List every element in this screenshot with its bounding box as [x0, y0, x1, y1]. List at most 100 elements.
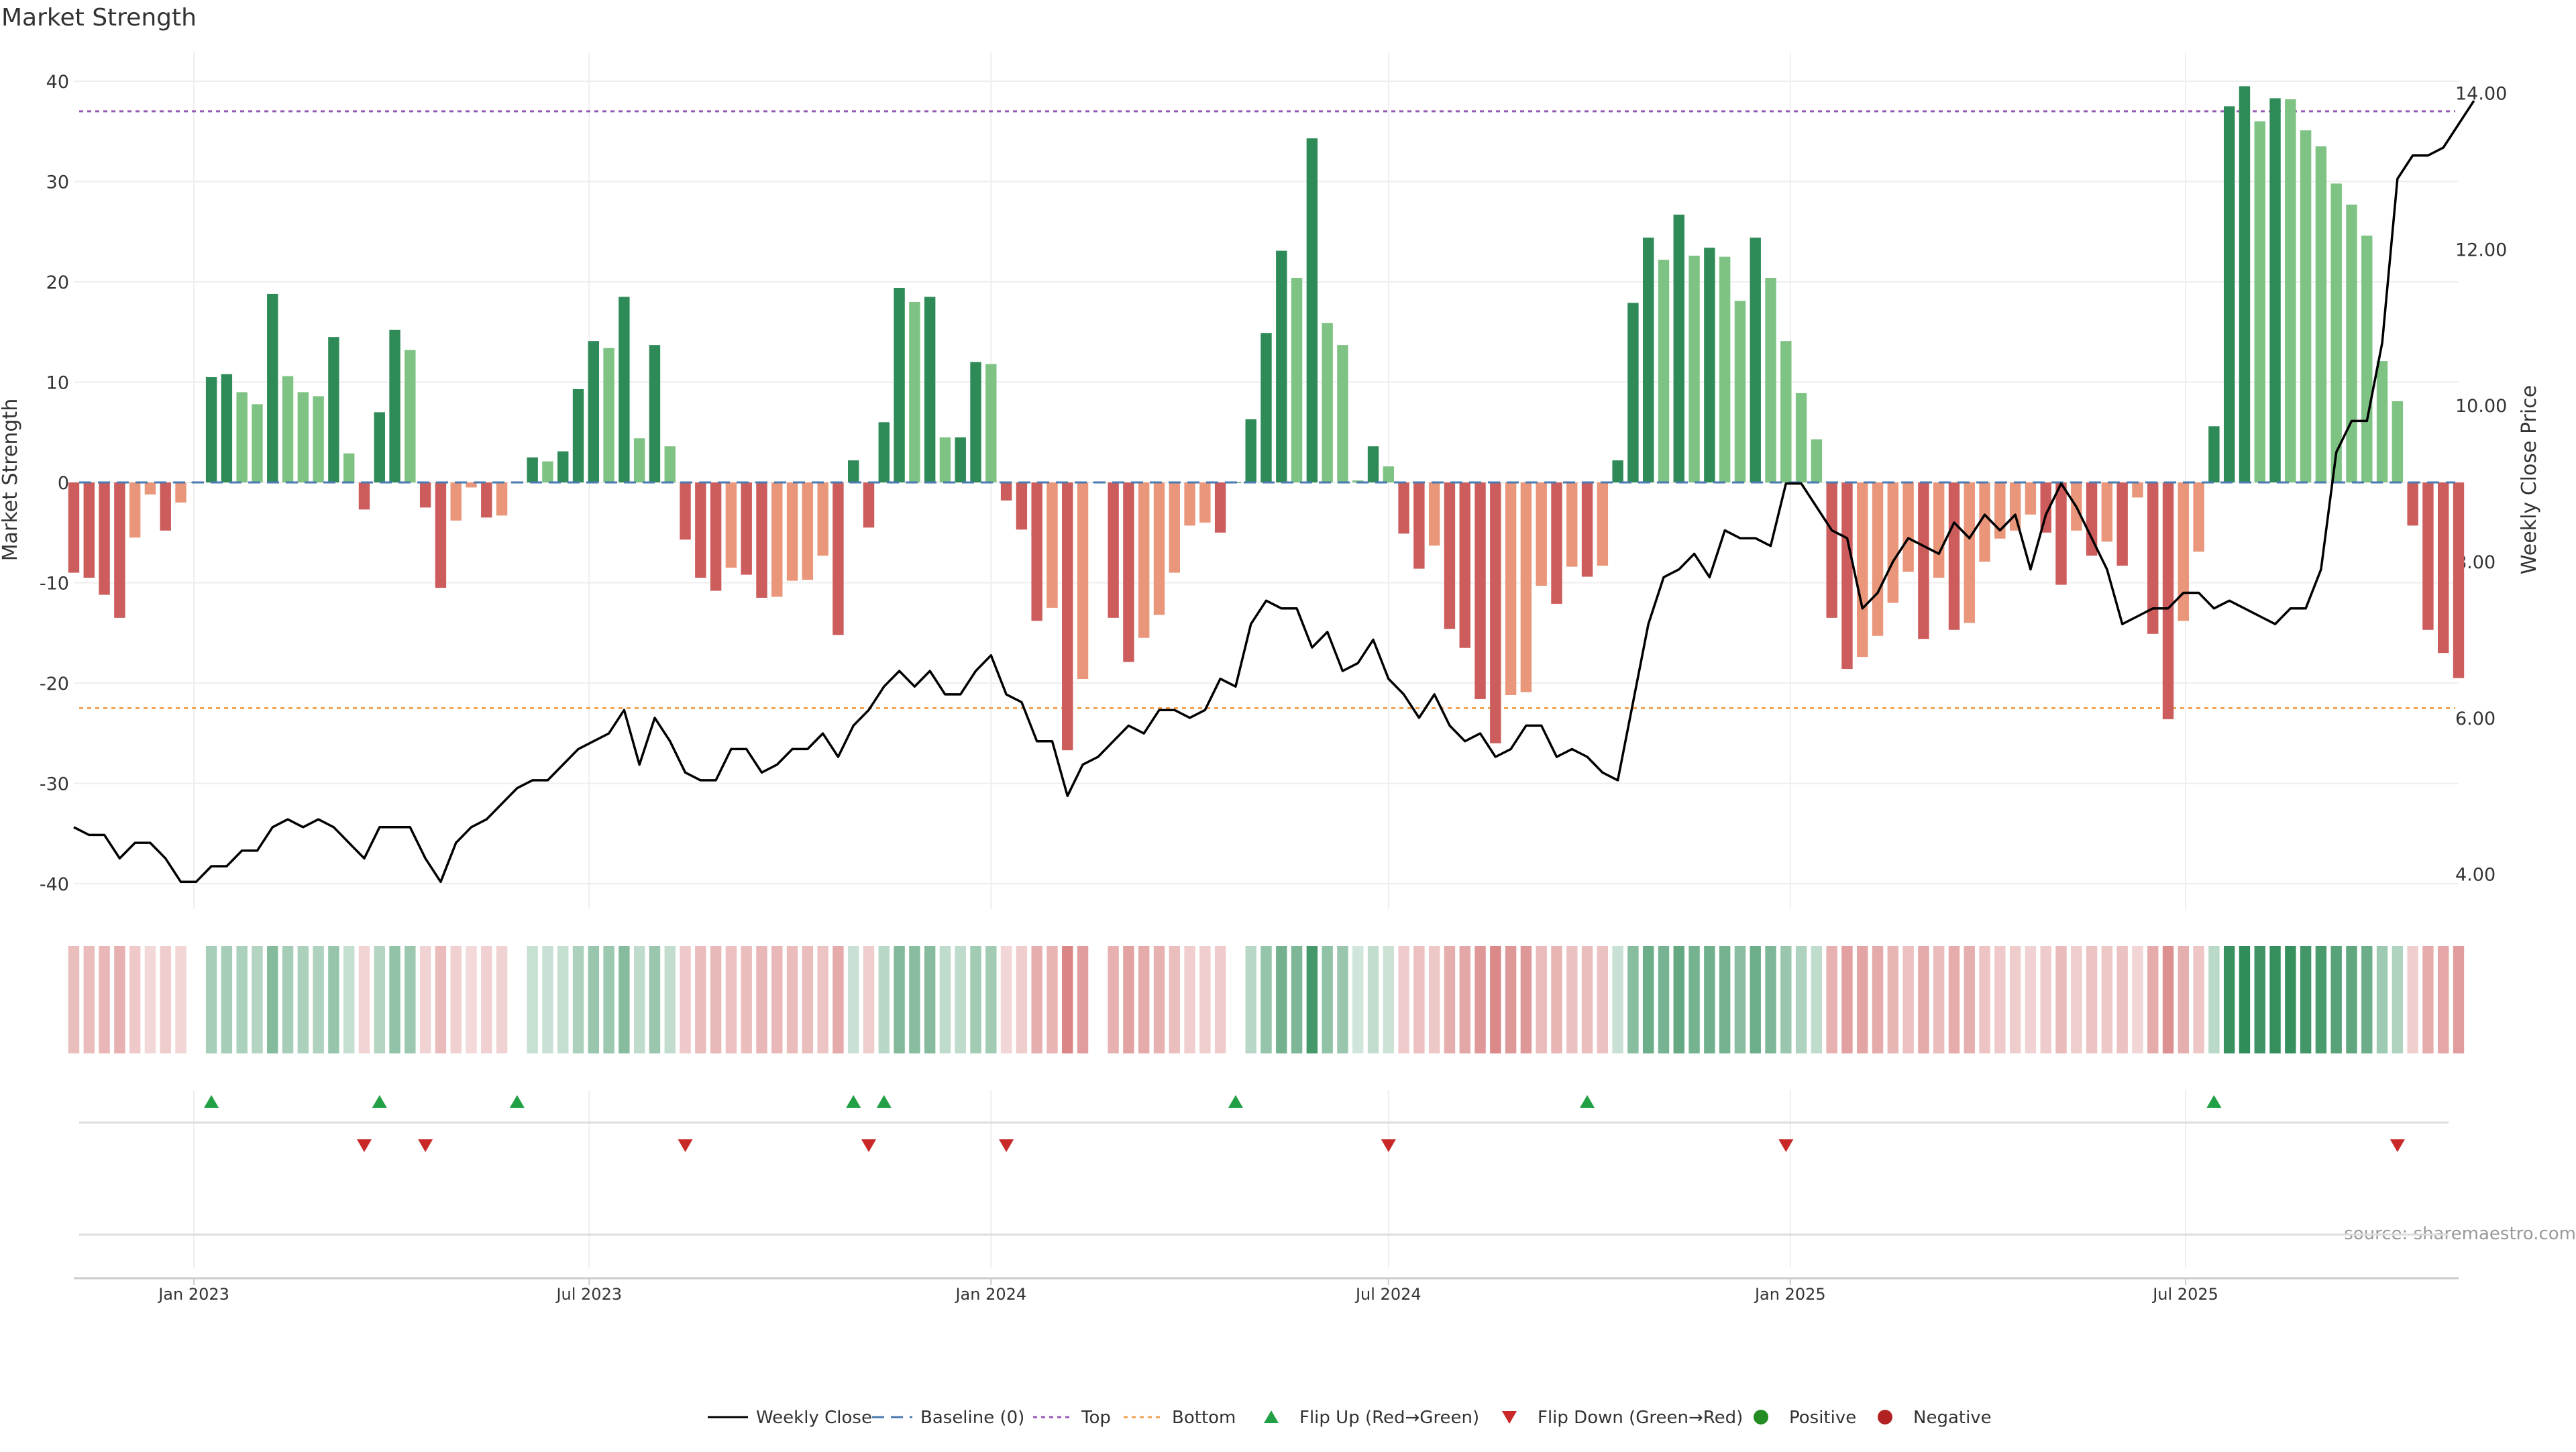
strip-cell: [2300, 946, 2312, 1053]
strip-cell: [1658, 946, 1670, 1053]
flip-down-marker: [861, 1139, 876, 1152]
strength-bar: [833, 482, 844, 635]
strip-cell: [1597, 946, 1609, 1053]
strip-cell: [2193, 946, 2204, 1053]
strength-bar: [2346, 204, 2357, 482]
strength-bar: [1398, 482, 1409, 534]
strength-bar: [83, 482, 95, 578]
strip-cell: [313, 946, 324, 1053]
y-tick-label: -40: [40, 874, 69, 895]
strength-bar: [1276, 250, 1287, 482]
strip-cell: [1108, 946, 1119, 1053]
strength-bar: [1138, 482, 1150, 638]
strip-cell: [2055, 946, 2067, 1053]
strength-bar: [2376, 361, 2388, 482]
strip-cell: [496, 946, 508, 1053]
strength-bar: [527, 457, 538, 482]
x-tick-label: Jan 2024: [954, 1285, 1026, 1304]
strength-bar: [282, 376, 294, 482]
strip-cell: [2040, 946, 2051, 1053]
y-axis-label: Market Strength: [0, 399, 22, 561]
y2-tick-label: 6.00: [2455, 709, 2496, 729]
chart-title: Market Strength: [1, 4, 197, 32]
strength-bar: [878, 422, 890, 482]
strip-cell: [1719, 946, 1731, 1053]
strip-cell: [2315, 946, 2327, 1053]
flip-down-marker: [678, 1139, 693, 1152]
strip-cell: [175, 946, 186, 1053]
strength-bar: [1964, 482, 1975, 623]
strength-bar: [1918, 482, 1929, 639]
strip-cell: [2346, 946, 2357, 1053]
strength-bar: [664, 446, 676, 482]
strip-cell: [1566, 946, 1578, 1053]
strip-cell: [83, 946, 95, 1053]
strip-cell: [2162, 946, 2174, 1053]
strip-cell: [1383, 946, 1395, 1053]
flip-up-marker: [1580, 1095, 1595, 1108]
strength-bar: [160, 482, 171, 531]
strength-bar: [1780, 341, 1792, 482]
legend-label: Flip Down (Green→Red): [1538, 1408, 1743, 1428]
strip-cell: [1000, 946, 1012, 1053]
strength-bar: [909, 301, 920, 482]
strip-cell: [863, 946, 875, 1053]
strip-cell: [1979, 946, 1990, 1053]
strip-cell: [2376, 946, 2388, 1053]
strip-cell: [1260, 946, 1272, 1053]
strength-bar: [1551, 482, 1562, 604]
strength-bar: [2193, 482, 2204, 552]
strength-bar: [939, 437, 951, 482]
strip-cell: [1551, 946, 1562, 1053]
strength-bar: [710, 482, 722, 591]
strip-cell: [450, 946, 462, 1053]
strip-cell: [405, 946, 416, 1053]
strength-bar: [894, 287, 905, 482]
strength-bar: [863, 482, 875, 528]
strength-bar: [817, 482, 828, 556]
main-plot: 403020100-10-20-30-4014.0012.0010.008.00…: [40, 52, 2507, 1268]
strength-bar: [1077, 482, 1089, 680]
strength-bar: [1612, 460, 1623, 482]
strip-cell: [833, 946, 844, 1053]
strip-cell: [236, 946, 248, 1053]
weekly-close-line: [73, 100, 2475, 884]
strength-bar: [1719, 256, 1731, 482]
strip-cell: [1811, 946, 1823, 1053]
strip-cell: [1169, 946, 1180, 1053]
strip-cell: [542, 946, 553, 1053]
strength-bar: [2208, 426, 2220, 482]
strip-cell: [1612, 946, 1623, 1053]
strength-bar: [1428, 482, 1440, 546]
strip-cell: [1077, 946, 1089, 1053]
strength-bar: [1933, 482, 1945, 578]
strength-bar: [2223, 106, 2235, 482]
strength-bar: [175, 482, 186, 503]
strength-bar: [343, 453, 355, 482]
strip-cell: [2453, 946, 2465, 1053]
strength-bar: [68, 482, 80, 573]
strip-cell: [2178, 946, 2190, 1053]
strip-cell: [99, 946, 110, 1053]
legend-label: Weekly Close: [756, 1408, 872, 1428]
strip-cell: [328, 946, 339, 1053]
strength-bar: [2285, 99, 2296, 482]
strip-cell: [786, 946, 798, 1053]
strip-cell: [144, 946, 156, 1053]
strength-bar: [786, 482, 798, 581]
strength-bar: [2330, 183, 2342, 482]
flip-up-marker: [372, 1095, 387, 1108]
strength-bar: [435, 482, 447, 588]
strength-bar: [1016, 482, 1028, 530]
strength-bar: [1643, 238, 1654, 482]
strip-cell: [1245, 946, 1256, 1053]
strip-cell: [1948, 946, 1960, 1053]
strip-cell: [1444, 946, 1456, 1053]
strip-cell: [909, 946, 920, 1053]
strength-bar: [1505, 482, 1517, 695]
strength-bar: [313, 396, 324, 482]
strength-bar: [970, 362, 981, 482]
strip-cell: [725, 946, 737, 1053]
strength-bar: [603, 348, 614, 482]
strength-bar: [2300, 130, 2312, 482]
